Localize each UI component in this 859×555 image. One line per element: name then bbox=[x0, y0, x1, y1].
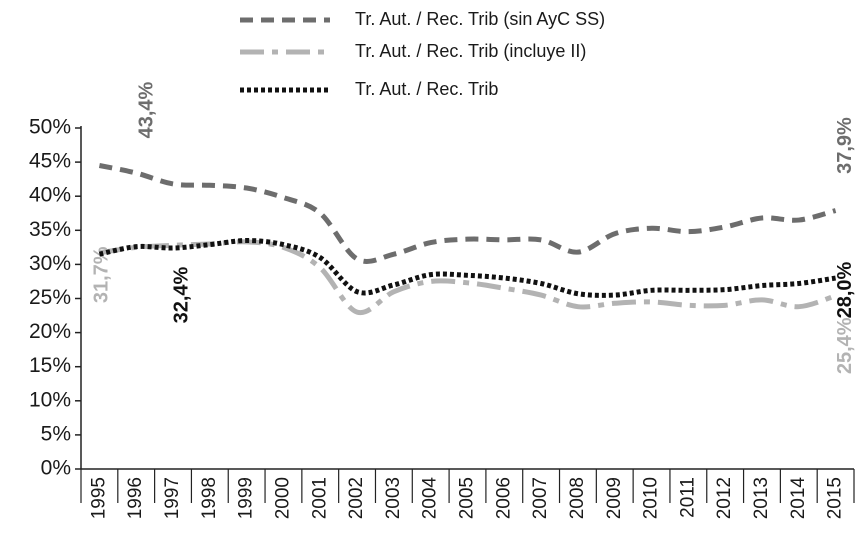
x-tick-label: 2008 bbox=[567, 477, 588, 519]
x-tick-label: 2003 bbox=[383, 477, 404, 519]
data-label: 43,4% bbox=[135, 81, 157, 138]
x-tick-label: 2005 bbox=[457, 477, 478, 519]
x-tick-label: 2011 bbox=[677, 477, 698, 518]
legend-label: Tr. Aut. / Rec. Trib (sin AyC SS) bbox=[355, 9, 605, 29]
x-tick-label: 2006 bbox=[493, 477, 514, 519]
data-label: 28,0% bbox=[834, 261, 856, 318]
data-label: 31,7% bbox=[91, 246, 113, 303]
x-tick-label: 2009 bbox=[604, 477, 625, 519]
y-tick-label: 30% bbox=[29, 252, 71, 275]
y-tick-label: 35% bbox=[29, 218, 71, 241]
y-tick-label: 25% bbox=[29, 286, 71, 309]
series-line bbox=[98, 163, 837, 264]
x-tick-label: 2013 bbox=[751, 477, 772, 519]
x-tick-label: 2001 bbox=[309, 477, 330, 519]
y-tick-label: 10% bbox=[29, 388, 71, 411]
series-line bbox=[98, 238, 836, 298]
legend-label: Tr. Aut. / Rec. Trib bbox=[355, 79, 498, 99]
data-label: 32,4% bbox=[170, 266, 192, 323]
y-tick-label: 40% bbox=[29, 184, 71, 207]
x-tick-label: 2010 bbox=[641, 477, 662, 519]
x-tick-label: 2014 bbox=[788, 477, 809, 520]
x-tick-label: 2002 bbox=[346, 477, 367, 519]
y-tick-label: 50% bbox=[29, 116, 71, 139]
x-tick-label: 1999 bbox=[236, 477, 257, 519]
x-tick-label: 2007 bbox=[530, 477, 551, 519]
series-line bbox=[99, 239, 837, 316]
y-tick-label: 45% bbox=[29, 150, 71, 173]
y-tick-label: 0% bbox=[41, 457, 71, 480]
x-tick-label: 1998 bbox=[199, 477, 220, 519]
x-tick-label: 2012 bbox=[714, 477, 735, 519]
data-label: 25,4% bbox=[834, 317, 856, 374]
x-tick-label: 1997 bbox=[162, 477, 183, 519]
legend-label: Tr. Aut. / Rec. Trib (incluye II) bbox=[355, 41, 586, 61]
x-tick-label: 2000 bbox=[272, 477, 293, 519]
y-tick-label: 15% bbox=[29, 354, 71, 377]
x-tick-label: 1996 bbox=[125, 477, 146, 519]
y-tick-label: 5% bbox=[41, 422, 71, 445]
y-tick-label: 20% bbox=[29, 320, 71, 343]
x-tick-label: 1995 bbox=[88, 477, 109, 519]
x-tick-label: 2015 bbox=[825, 477, 846, 519]
data-label: 37,9% bbox=[834, 117, 856, 174]
x-tick-label: 2004 bbox=[420, 477, 441, 520]
